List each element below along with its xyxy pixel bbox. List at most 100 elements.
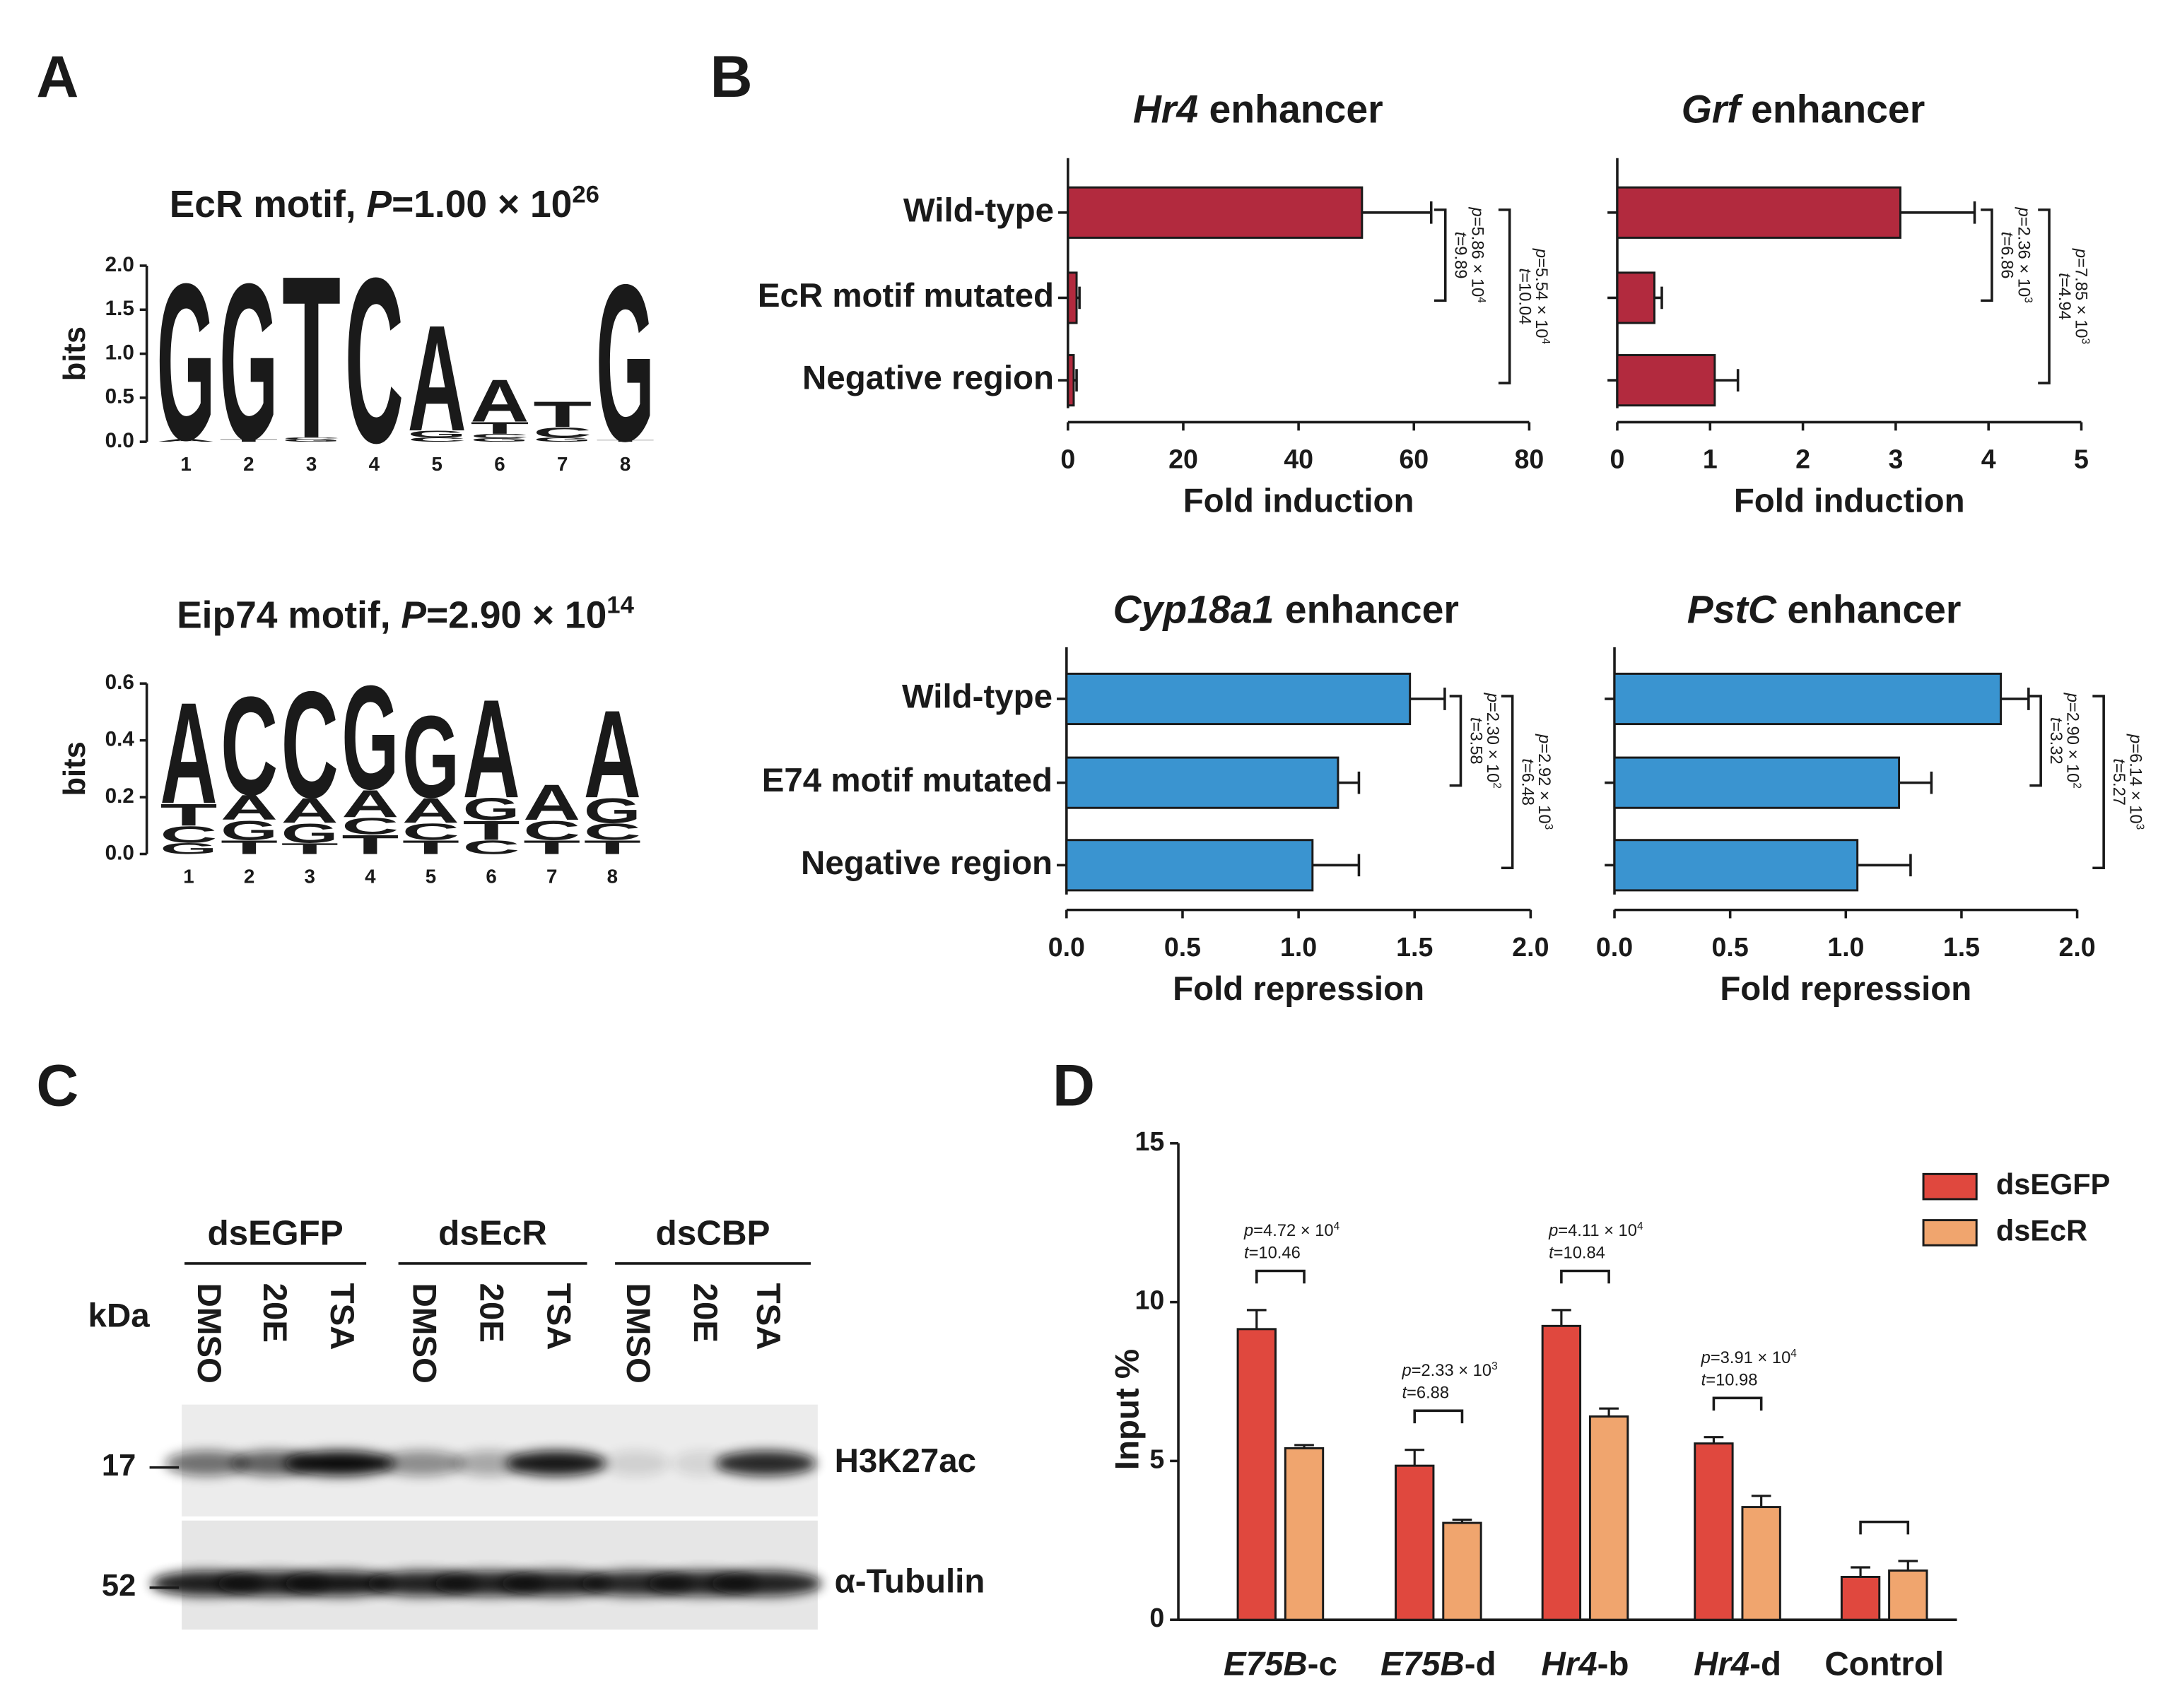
logo-letter-group: G — [463, 791, 520, 826]
logo-letter: A — [221, 788, 278, 828]
logo-letter: A — [156, 438, 215, 442]
x-tick-label: 40 — [1284, 444, 1313, 474]
error-bar — [2000, 688, 2030, 710]
logo-letter-group: T — [282, 229, 341, 488]
bar — [1541, 1324, 1582, 1621]
logo-letter: C — [160, 822, 217, 848]
significance-bracket — [1498, 208, 1511, 384]
logo-letter: T — [523, 837, 580, 859]
logo-letter: C — [463, 837, 520, 859]
size-marker: 17 — [102, 1449, 136, 1483]
logo-letter-group: C — [533, 425, 592, 441]
t-value: t=5.27 — [2109, 758, 2128, 806]
x-tick-label: 20 — [1168, 444, 1198, 474]
t-value: t=4.94 — [2055, 273, 2073, 320]
t-value-part: t — [1515, 269, 1533, 274]
logo-letter: T — [281, 840, 339, 858]
blot-band — [602, 1450, 670, 1476]
logo-letter: C — [345, 230, 404, 493]
logo-letter: C — [584, 819, 641, 845]
logo-letter-group: C — [523, 815, 580, 846]
p-value: p=2.90 × 102 — [2063, 693, 2082, 789]
t-value-part: =10.98 — [1706, 1372, 1757, 1390]
y-axis-label: bits — [58, 326, 92, 381]
logo-letter-group: T — [221, 837, 278, 859]
logo-letter: T — [402, 837, 459, 859]
blot-band — [500, 1570, 613, 1596]
logo-letter-group: C — [341, 813, 399, 840]
chart-title-part: enhancer — [1198, 87, 1383, 131]
t-value: t=10.04 — [1515, 269, 1533, 325]
logo-letter: A — [160, 673, 217, 835]
protein-label: H3K27ac — [835, 1442, 977, 1480]
error-bar — [1851, 1566, 1870, 1577]
x-tick-label: 4 — [365, 865, 376, 887]
blot-band — [715, 1450, 816, 1476]
legend-label: dsEcR — [1996, 1213, 2087, 1247]
y-tick-label: 15 — [1135, 1126, 1164, 1156]
bar — [1588, 1415, 1629, 1621]
bar — [1395, 1464, 1435, 1621]
error-bar — [1751, 1495, 1771, 1507]
p-value-part: 3 — [1542, 824, 1554, 830]
x-tick-label: 5 — [426, 865, 436, 887]
logo-letter-group: C — [282, 437, 341, 440]
bar — [1284, 1447, 1325, 1621]
significance-bracket — [2092, 695, 2105, 870]
logo-letter: A — [463, 671, 520, 828]
blot-band — [710, 1570, 822, 1596]
chart-title: Hr4 enhancer — [1133, 87, 1383, 131]
p-value: p=2.36 × 103 — [2014, 207, 2034, 303]
logo-letter: G — [221, 815, 278, 846]
x-tick-label: 2 — [1795, 444, 1810, 474]
logo-letter: T — [160, 798, 217, 832]
logo-letter: A — [402, 791, 459, 830]
logo-letter: G — [341, 655, 399, 820]
x-tick-label: 0.5 — [1164, 932, 1201, 962]
logo-letter: G — [470, 437, 529, 443]
logo-letter-group: A — [341, 782, 399, 825]
x-axis-label: Fold repression — [1173, 970, 1424, 1008]
p-value-part: =2.36 × 10 — [2014, 217, 2032, 297]
x-tick-label: 6 — [486, 865, 496, 887]
p-value-part: 3 — [2134, 824, 2146, 830]
p-value-part: =3.91 × 10 — [1711, 1349, 1790, 1367]
logo-letter: G — [156, 237, 215, 487]
t-value: t=10.98 — [1701, 1372, 1758, 1390]
x-tick-label: 2 — [243, 453, 254, 475]
error-bar — [1552, 1309, 1571, 1326]
x-tick-label: 8 — [607, 865, 618, 887]
error-bar — [1899, 771, 1933, 794]
t-value: t=6.88 — [1402, 1384, 1449, 1403]
bar — [1067, 186, 1364, 239]
logo-letter-group: T — [402, 837, 459, 859]
x-tick-label-part: -d — [1749, 1645, 1781, 1683]
group-label: dsCBP — [656, 1213, 770, 1252]
category-label: Negative region — [801, 844, 1053, 882]
x-tick-label: 4 — [369, 453, 380, 475]
t-value-part: t — [2055, 273, 2073, 278]
x-tick-label-part: -b — [1597, 1645, 1629, 1683]
p-value: p=5.54 × 104 — [1532, 248, 1552, 345]
t-value-part: t — [1244, 1244, 1250, 1263]
x-tick-label: Control — [1824, 1645, 1944, 1683]
t-value: t=3.58 — [1466, 717, 1484, 765]
x-tick-label: 1 — [180, 453, 191, 475]
bar — [1741, 1506, 1781, 1621]
x-tick-label: 80 — [1515, 444, 1544, 474]
lane-label: TSA — [540, 1283, 578, 1350]
significance-bracket — [1255, 1269, 1306, 1284]
x-tick-label: 1.0 — [1280, 932, 1317, 962]
logo-letter: G — [282, 438, 341, 442]
blot-band — [505, 1450, 607, 1476]
logo-letter: G — [533, 436, 592, 443]
y-axis-label: Input % — [1108, 1349, 1146, 1470]
bar — [1067, 271, 1078, 324]
logo-letter-group: T — [341, 830, 399, 860]
lane-label: DMSO — [190, 1283, 228, 1384]
logo-letter-group: T — [470, 419, 529, 438]
error-bar — [1599, 1407, 1619, 1417]
logo-letter-group: C — [463, 837, 520, 859]
logo-letter-group: C — [281, 660, 339, 830]
lane-label: TSA — [323, 1283, 360, 1350]
